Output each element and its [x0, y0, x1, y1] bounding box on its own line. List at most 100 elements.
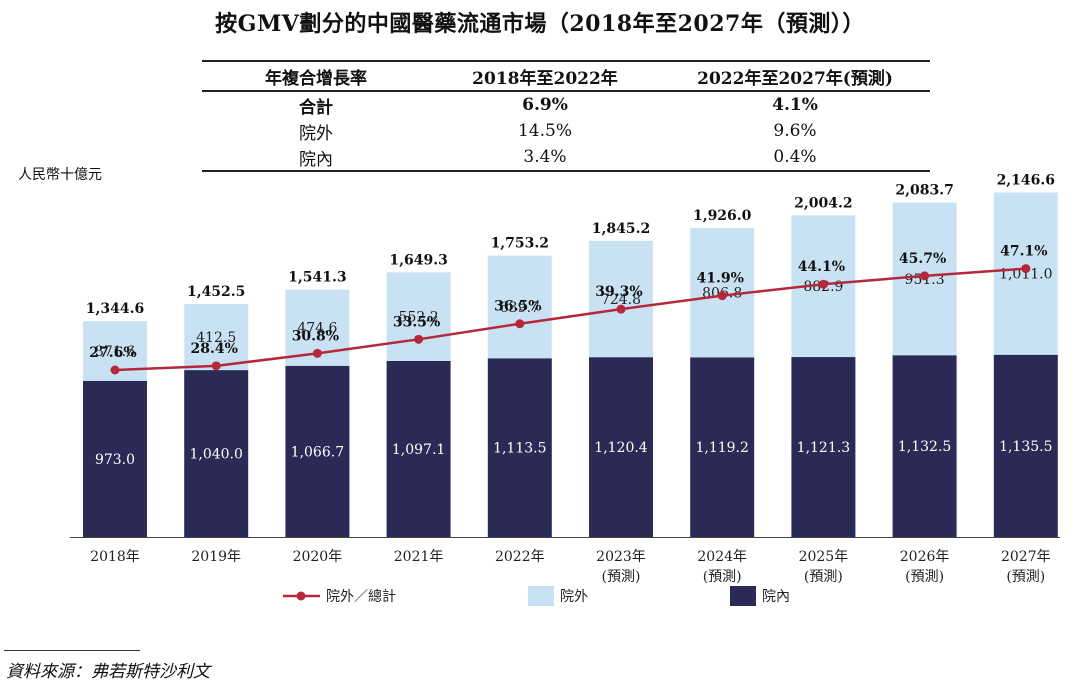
bar-outpatient-label: 639.7: [500, 300, 540, 316]
ratio-label: 47.1%: [1000, 244, 1047, 260]
cagr-header-period-2: 2022年至2027年(預測): [660, 60, 930, 92]
ratio-label: 28.4%: [190, 341, 237, 357]
ratio-label: 41.9%: [696, 271, 743, 287]
cagr-row-label: 合計: [299, 97, 333, 118]
bar-outpatient: [589, 240, 653, 358]
cagr-header-label: 年複合增長率: [202, 60, 430, 92]
bar-total-label: 2,146.6: [997, 172, 1055, 188]
cagr-row-label: 院內: [202, 144, 430, 172]
bar-total-label: 1,926.0: [693, 208, 752, 224]
x-tick-label: 2025年: [799, 549, 849, 565]
cagr-row-value: 0.4%: [660, 144, 930, 172]
ratio-label: 33.5%: [393, 314, 440, 330]
bar-inpatient: [487, 358, 552, 537]
x-tick-label: 2023年: [596, 549, 646, 565]
x-tick-label: 2019年: [191, 549, 241, 565]
bar-inpatient: [993, 354, 1058, 537]
bar-inpatient-label: 1,040.0: [189, 447, 242, 463]
legend-label: 院外／總計: [326, 588, 396, 605]
bar-inpatient: [386, 360, 451, 537]
cagr-table: 年複合增長率 2018年至2022年 2022年至2027年(預測) 合計 6.…: [202, 60, 930, 172]
ratio-point: [1021, 264, 1031, 274]
bar-outpatient-label: 371.6: [95, 344, 135, 360]
cagr-row-outpatient: 院外 14.5% 9.6%: [202, 118, 930, 144]
x-tick-label: 2021年: [394, 549, 444, 565]
x-tick-label: 2024年: [697, 549, 747, 565]
bar-total-label: 1,541.3: [288, 270, 346, 286]
legend-line-marker: [296, 591, 306, 601]
bar-outpatient-label: 724.8: [601, 292, 641, 308]
ratio-label: 44.1%: [798, 259, 845, 275]
x-tick-label: 2027年: [1001, 549, 1051, 565]
x-tick-label: 2022年: [495, 549, 545, 565]
x-tick-sublabel: (預測): [804, 569, 843, 585]
bar-total-label: 1,344.6: [86, 301, 144, 317]
ratio-label: 30.8%: [292, 328, 339, 344]
bar-inpatient-label: 1,135.5: [999, 439, 1052, 455]
bar-inpatient-label: 1,121.3: [797, 440, 850, 456]
bar-total-label: 2,083.7: [895, 183, 953, 199]
chart-title: 按GMV劃分的中國醫藥流通市場（2018年至2027年（預測））: [215, 11, 865, 37]
cagr-row-inpatient: 院內 3.4% 0.4%: [202, 144, 930, 172]
unit-label: 人民幣十億元: [18, 167, 102, 183]
ratio-point: [211, 361, 221, 371]
ratio-point: [515, 319, 525, 329]
bar-outpatient: [386, 272, 451, 361]
bar-inpatient-label: 1,120.4: [594, 440, 648, 456]
ratio-point: [414, 334, 424, 344]
bar-inpatient-label: 1,113.5: [493, 441, 546, 457]
ratio-point: [110, 365, 120, 375]
bar-inpatient-label: 1,066.7: [291, 444, 344, 460]
bar-inpatient-label: 973.0: [95, 452, 135, 468]
source-divider: [4, 650, 140, 651]
cagr-row-value: 4.1%: [772, 95, 818, 115]
bar-outpatient-label: 474.6: [297, 321, 337, 337]
cagr-row-total: 合計 6.9% 4.1%: [202, 91, 930, 118]
bar-total-label: 1,452.5: [187, 284, 245, 300]
ratio-point: [312, 348, 322, 358]
ratio-point: [616, 304, 626, 314]
x-tick-label: 2018年: [90, 549, 140, 565]
bar-outpatient-label: 552.2: [399, 310, 439, 326]
bar-outpatient: [993, 192, 1058, 355]
bar-outpatient-label: 412.5: [196, 330, 236, 346]
bar-total-label: 1,845.2: [592, 221, 650, 237]
ratio-point: [818, 279, 828, 289]
cagr-header-row: 年複合增長率 2018年至2022年 2022年至2027年(預測): [202, 60, 930, 92]
bar-inpatient: [184, 370, 249, 537]
bar-inpatient: [690, 357, 755, 537]
ratio-label: 27.6%: [89, 345, 136, 361]
ratio-line: [114, 267, 1026, 372]
bar-inpatient-label: 1,119.2: [695, 440, 748, 456]
x-tick-label: 2026年: [900, 549, 950, 565]
cagr-row-value: 3.4%: [430, 144, 660, 172]
bar-inpatient: [285, 365, 350, 537]
ratio-label: 45.7%: [899, 251, 946, 267]
bar-inpatient: [589, 357, 653, 537]
x-tick-sublabel: (預測): [703, 569, 742, 585]
x-tick-sublabel: (預測): [602, 569, 641, 585]
source-note: 資料來源：弗若斯特沙利文: [6, 662, 210, 682]
legend-label: 院外: [560, 589, 588, 605]
x-tick-label: 2020年: [293, 549, 343, 565]
bar-total-label: 1,753.2: [491, 236, 549, 252]
bar-inpatient-label: 1,097.1: [392, 442, 445, 458]
bar-total-label: 1,649.3: [389, 252, 447, 268]
bar-outpatient: [184, 303, 249, 371]
legend-swatch-outpatient: [528, 586, 554, 606]
x-tick-sublabel: (預測): [1006, 569, 1045, 585]
ratio-label: 39.3%: [595, 284, 642, 300]
cagr-header-period-1: 2018年至2022年: [430, 60, 660, 92]
legend-label: 院內: [762, 589, 790, 605]
ratio-point: [920, 271, 930, 281]
bar-inpatient: [892, 355, 957, 537]
bar-inpatient: [83, 380, 147, 537]
cagr-row-label: 院外: [299, 123, 333, 144]
cagr-row-value: 6.9%: [522, 95, 568, 115]
bar-inpatient: [791, 357, 856, 537]
bar-total-label: 2,004.2: [794, 195, 852, 211]
cagr-row-value: 14.5%: [517, 121, 572, 141]
ratio-point: [717, 291, 727, 301]
cagr-row-value: 9.6%: [773, 121, 817, 141]
